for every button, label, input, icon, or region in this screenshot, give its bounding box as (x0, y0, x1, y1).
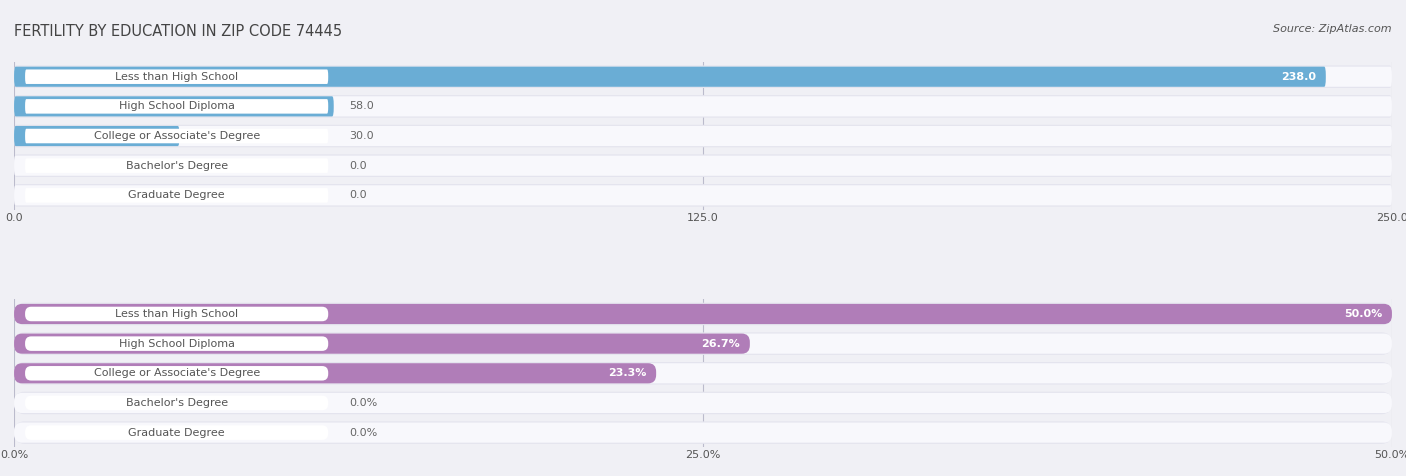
FancyBboxPatch shape (14, 393, 1392, 413)
Text: 0.0: 0.0 (349, 161, 367, 171)
FancyBboxPatch shape (14, 334, 749, 354)
FancyBboxPatch shape (14, 362, 1392, 385)
FancyBboxPatch shape (14, 332, 1392, 355)
FancyBboxPatch shape (14, 65, 1392, 88)
FancyBboxPatch shape (25, 188, 328, 203)
Text: 23.3%: 23.3% (609, 368, 647, 378)
FancyBboxPatch shape (25, 366, 328, 380)
Text: 30.0: 30.0 (349, 131, 374, 141)
FancyBboxPatch shape (14, 184, 1392, 207)
Text: 0.0: 0.0 (349, 190, 367, 200)
FancyBboxPatch shape (14, 421, 1392, 444)
FancyBboxPatch shape (14, 96, 1392, 117)
FancyBboxPatch shape (14, 185, 1392, 206)
FancyBboxPatch shape (25, 307, 328, 321)
FancyBboxPatch shape (25, 69, 328, 84)
Text: 26.7%: 26.7% (702, 338, 740, 348)
Text: 238.0: 238.0 (1281, 72, 1316, 82)
Text: High School Diploma: High School Diploma (118, 338, 235, 348)
Text: 0.0%: 0.0% (349, 427, 377, 437)
FancyBboxPatch shape (14, 303, 1392, 325)
Text: FERTILITY BY EDUCATION IN ZIP CODE 74445: FERTILITY BY EDUCATION IN ZIP CODE 74445 (14, 24, 342, 39)
FancyBboxPatch shape (14, 156, 1392, 176)
FancyBboxPatch shape (14, 423, 1392, 443)
Text: Less than High School: Less than High School (115, 72, 238, 82)
FancyBboxPatch shape (25, 159, 328, 173)
Text: 58.0: 58.0 (349, 101, 374, 111)
FancyBboxPatch shape (14, 304, 1392, 324)
Text: College or Associate's Degree: College or Associate's Degree (94, 131, 260, 141)
FancyBboxPatch shape (14, 363, 657, 383)
Text: High School Diploma: High School Diploma (118, 101, 235, 111)
FancyBboxPatch shape (14, 95, 1392, 118)
Text: Graduate Degree: Graduate Degree (128, 427, 225, 437)
FancyBboxPatch shape (14, 304, 1392, 324)
Text: Bachelor's Degree: Bachelor's Degree (125, 398, 228, 408)
FancyBboxPatch shape (14, 126, 1392, 146)
FancyBboxPatch shape (14, 392, 1392, 414)
FancyBboxPatch shape (14, 363, 1392, 383)
Text: Source: ZipAtlas.com: Source: ZipAtlas.com (1274, 24, 1392, 34)
FancyBboxPatch shape (14, 126, 180, 146)
Text: Less than High School: Less than High School (115, 309, 238, 319)
Text: 50.0%: 50.0% (1344, 309, 1382, 319)
FancyBboxPatch shape (14, 334, 1392, 354)
Text: Bachelor's Degree: Bachelor's Degree (125, 161, 228, 171)
Text: College or Associate's Degree: College or Associate's Degree (94, 368, 260, 378)
FancyBboxPatch shape (25, 396, 328, 410)
FancyBboxPatch shape (25, 426, 328, 440)
FancyBboxPatch shape (14, 67, 1326, 87)
FancyBboxPatch shape (25, 129, 328, 143)
FancyBboxPatch shape (14, 96, 333, 117)
FancyBboxPatch shape (14, 125, 1392, 147)
FancyBboxPatch shape (25, 337, 328, 351)
Text: 0.0%: 0.0% (349, 398, 377, 408)
FancyBboxPatch shape (14, 67, 1392, 87)
Text: Graduate Degree: Graduate Degree (128, 190, 225, 200)
FancyBboxPatch shape (25, 99, 328, 114)
FancyBboxPatch shape (14, 154, 1392, 177)
